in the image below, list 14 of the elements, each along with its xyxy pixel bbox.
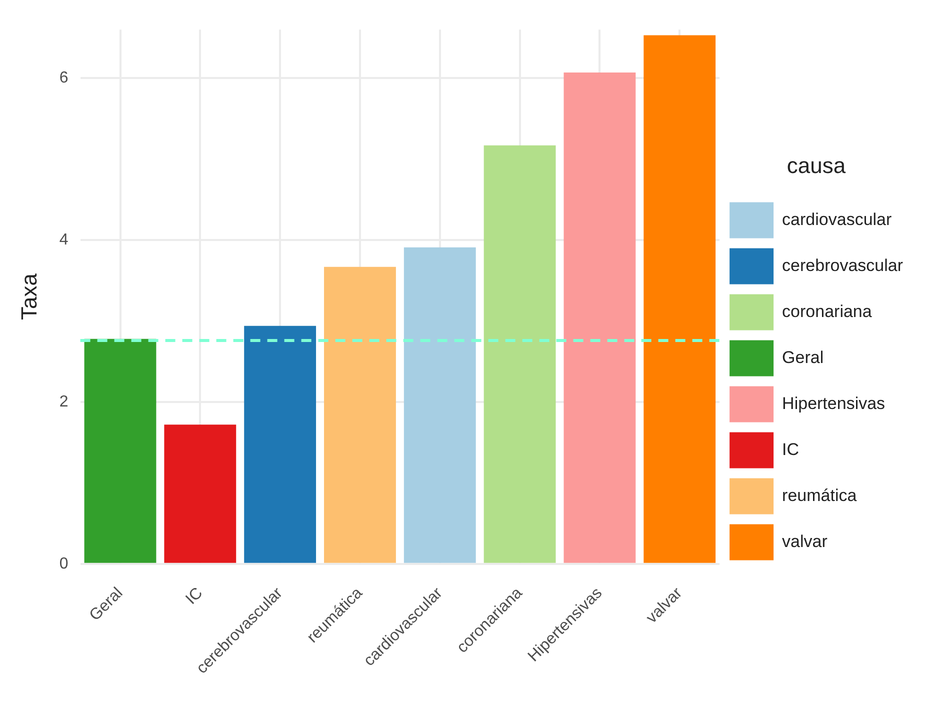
legend-label: cerebrovascular	[782, 256, 904, 275]
legend-label: Hipertensivas	[782, 394, 886, 413]
legend-label: valvar	[782, 532, 828, 551]
y-tick-label: 4	[59, 232, 68, 248]
y-axis-title: Taxa	[16, 272, 42, 320]
legend-title: causa	[786, 152, 846, 178]
y-tick-label: 0	[59, 555, 68, 572]
legend-label: Geral	[782, 348, 824, 367]
legend-label: cardiovascular	[782, 210, 892, 229]
legend-label: coronariana	[782, 302, 872, 321]
legend-label: IC	[782, 440, 800, 459]
y-tick-label: 6	[59, 70, 68, 87]
y-tick-label: 2	[59, 393, 68, 410]
legend-label: reumática	[782, 486, 858, 505]
